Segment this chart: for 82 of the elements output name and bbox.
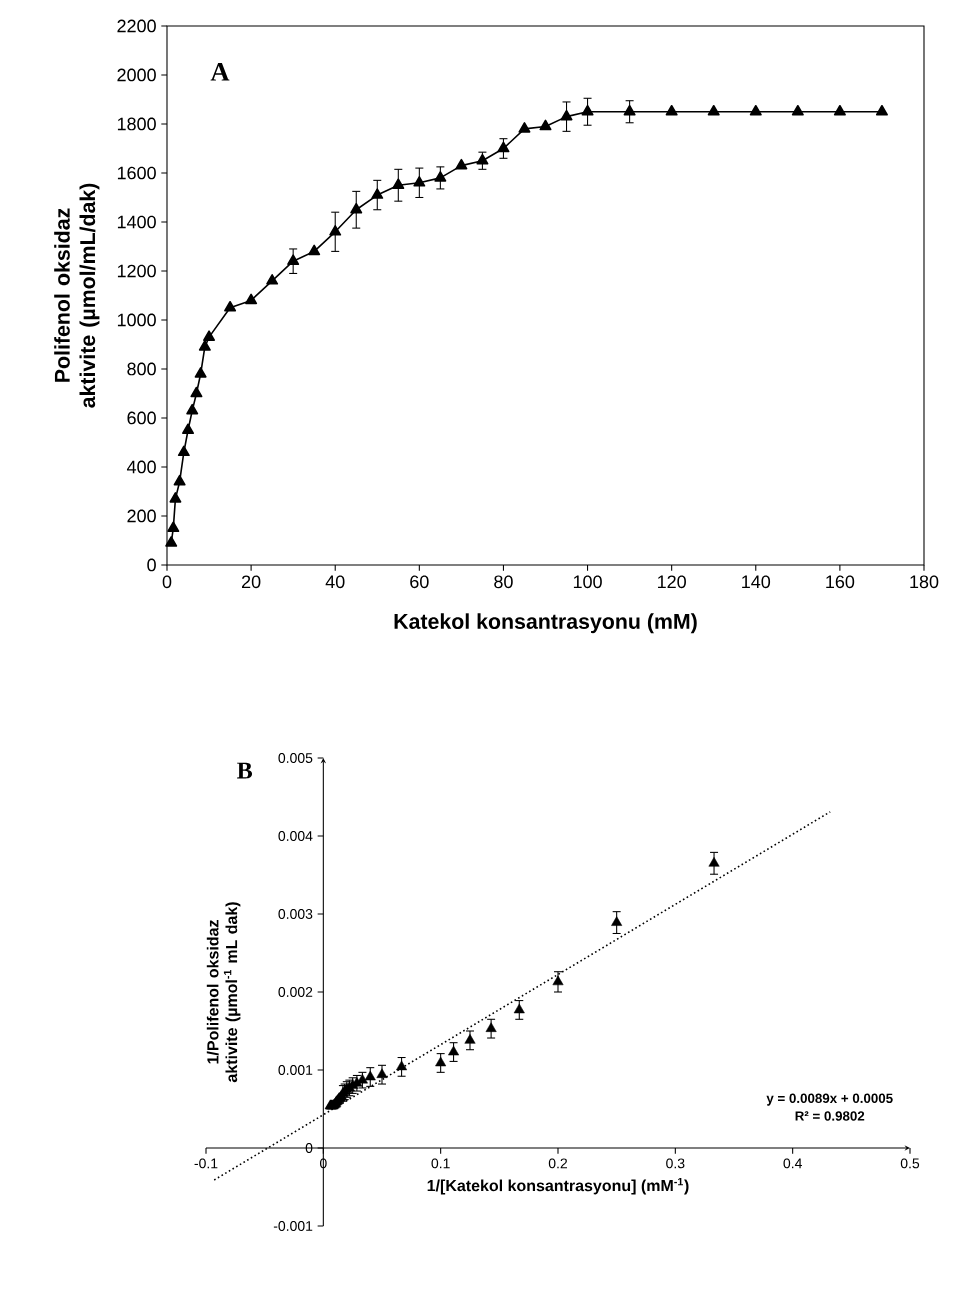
x-tick-label: 40 xyxy=(325,575,345,589)
point xyxy=(190,386,203,398)
point xyxy=(198,340,211,351)
point xyxy=(518,122,531,133)
point xyxy=(308,244,321,256)
y-tick-label: 400 xyxy=(126,460,156,474)
y-tick-label: 1400 xyxy=(117,215,156,229)
point xyxy=(167,521,180,533)
y-axis-title: Polifenol oksidaz aktivite (µmol/mL/dak) xyxy=(54,183,100,408)
y-tick-label: 0 xyxy=(305,1143,313,1153)
point xyxy=(194,367,207,378)
x-tick-label: 20 xyxy=(242,575,261,589)
point xyxy=(708,857,720,867)
x-tick-label: -0.1 xyxy=(194,1158,218,1169)
point xyxy=(329,224,342,236)
point xyxy=(182,423,195,435)
y-tick-label: 600 xyxy=(127,411,156,425)
point xyxy=(186,403,199,415)
y-tick-label: 0.003 xyxy=(278,909,313,919)
point xyxy=(455,158,468,170)
point xyxy=(165,536,178,547)
y-tick-label: 1000 xyxy=(117,313,156,327)
point xyxy=(485,1022,497,1032)
point xyxy=(611,916,623,926)
x-tick-label: 0 xyxy=(162,575,172,589)
point xyxy=(266,273,279,285)
point xyxy=(173,474,186,486)
x-tick-label: 60 xyxy=(410,575,429,589)
point xyxy=(169,492,182,503)
point xyxy=(434,171,447,182)
x-tick-label: 140 xyxy=(742,575,771,589)
y-tick-label: 1200 xyxy=(117,264,156,278)
y-tick-label: 200 xyxy=(127,509,156,523)
x-tick-label: 100 xyxy=(573,575,602,589)
point xyxy=(464,1034,476,1044)
point xyxy=(539,119,552,131)
point xyxy=(707,104,720,116)
point xyxy=(203,330,216,341)
x-tick-label: 0.2 xyxy=(548,1158,568,1169)
x-axis-title: 1/[Katekol konsantrasyonu] (mM$^{-1}$) xyxy=(427,1177,689,1195)
point xyxy=(552,975,564,986)
x-tick-label: 0.5 xyxy=(900,1158,920,1169)
y-tick-label: 0.002 xyxy=(278,987,313,997)
point xyxy=(245,293,258,305)
x-tick-label: 0.4 xyxy=(783,1158,802,1169)
y-tick-label: 1600 xyxy=(117,166,156,180)
point xyxy=(560,109,573,121)
point xyxy=(177,445,190,457)
x-tick-label: 0.3 xyxy=(666,1158,685,1169)
x-axis-title: Katekol konsantrasyonu (mM) xyxy=(394,613,697,634)
point xyxy=(791,104,804,116)
y-tick-label: 0.004 xyxy=(278,831,313,841)
point xyxy=(376,1068,388,1078)
point xyxy=(665,104,678,116)
point xyxy=(833,104,846,116)
point xyxy=(749,104,762,116)
y-tick-label: 0.005 xyxy=(278,753,313,763)
x-tick-label: 80 xyxy=(494,575,513,589)
point xyxy=(875,104,888,116)
y-tick-label: 0 xyxy=(147,558,156,572)
point xyxy=(623,104,636,116)
point xyxy=(392,178,405,190)
annotation: y = 0.0089x + 0.0005 xyxy=(766,1093,893,1106)
annotation: R² = 0.9802 xyxy=(795,1111,865,1121)
y-tick-label: 2000 xyxy=(117,68,156,82)
point xyxy=(371,188,384,199)
point xyxy=(350,202,363,214)
annotation: A xyxy=(210,63,230,81)
x-tick-label: 0.1 xyxy=(431,1158,450,1169)
point xyxy=(287,254,300,265)
point xyxy=(224,300,237,312)
annotation: B xyxy=(237,762,253,779)
x-tick-label: 160 xyxy=(826,575,855,589)
y-tick-label: 800 xyxy=(127,362,156,376)
point xyxy=(413,175,426,187)
y-tick-label: -0.001 xyxy=(273,1221,313,1231)
y-tick-label: 1800 xyxy=(117,117,156,131)
y-tick-label: 0.001 xyxy=(278,1065,313,1075)
point xyxy=(581,104,594,116)
x-tick-label: 120 xyxy=(658,575,686,589)
x-tick-label: 180 xyxy=(910,575,939,589)
y-tick-label: 2200 xyxy=(117,19,156,33)
